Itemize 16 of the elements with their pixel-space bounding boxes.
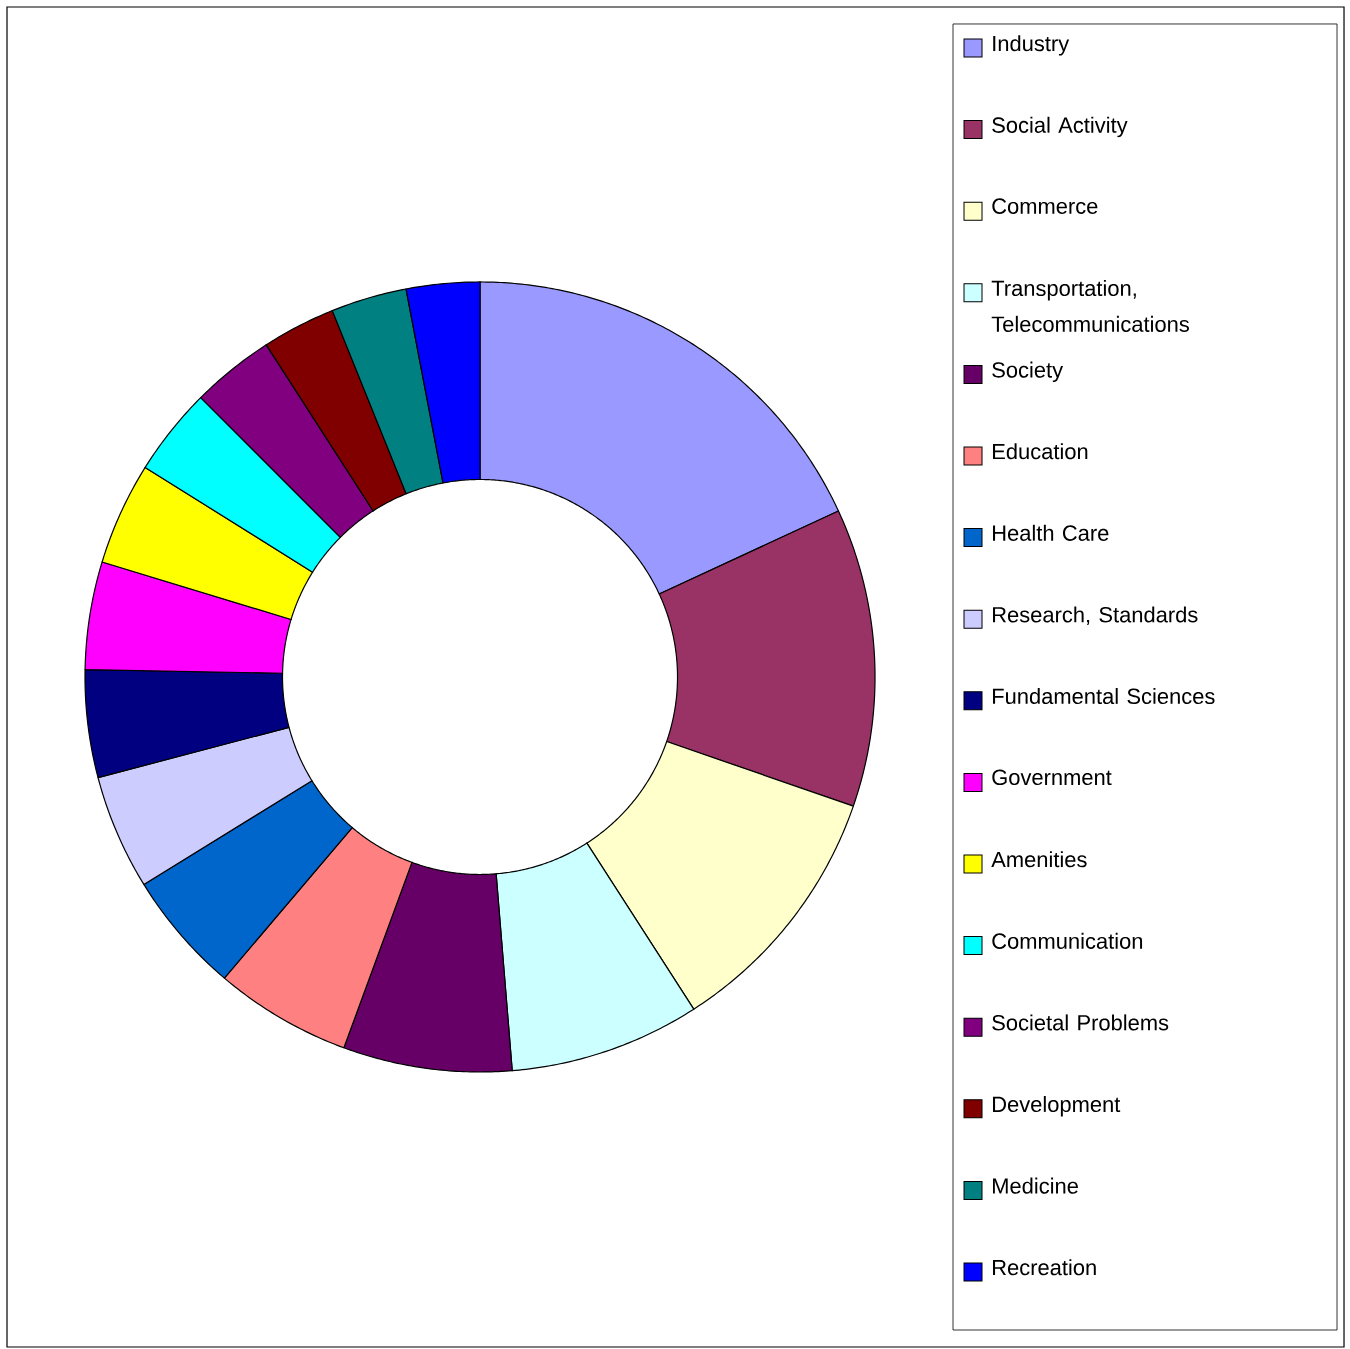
legend-label: Research, Standards: [993, 606, 1198, 626]
legend-label: Societal Problems: [992, 1014, 1169, 1031]
legend-label: Development: [993, 1095, 1121, 1117]
legend-label: Health Care: [993, 524, 1109, 541]
legend-label: Recreation: [993, 1259, 1096, 1276]
legend-label: Fundamental Sciences: [993, 687, 1215, 705]
legend-label: Social Activity: [992, 116, 1128, 138]
legend-label: Medicine: [993, 1177, 1078, 1194]
legend-label: Commerce: [992, 198, 1098, 214]
legend-label: Education: [993, 443, 1088, 460]
legend-label: Government: [992, 769, 1112, 786]
legend-label: Society: [992, 361, 1064, 383]
legend-label: Transportation, Telecommunications: [991, 279, 1189, 332]
legend-label: Amenities: [991, 851, 1087, 868]
legend-label: Industry: [993, 35, 1070, 56]
legend-label: Communication: [992, 932, 1143, 949]
